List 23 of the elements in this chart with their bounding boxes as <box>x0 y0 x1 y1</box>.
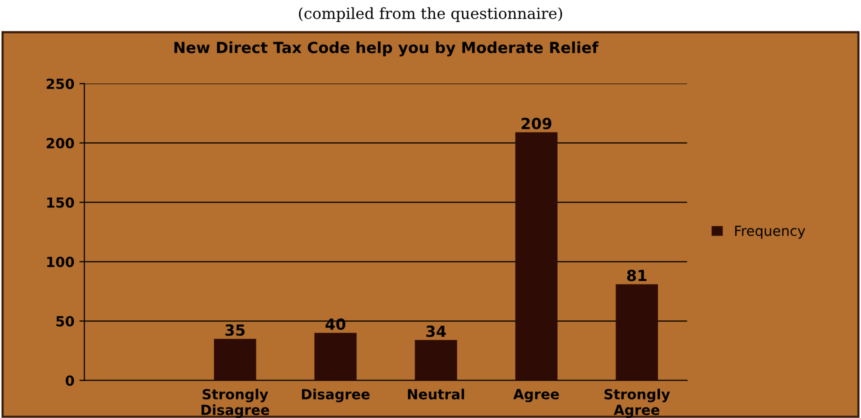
y-tick-label: 0 <box>66 375 74 386</box>
bar <box>414 340 458 380</box>
text: (compiled from the questionnaire) <box>298 7 562 22</box>
data-label: 34 <box>426 326 446 338</box>
x-tick-label: Strongly Disagree <box>202 388 270 418</box>
x-tick-label: Disagree <box>302 388 370 402</box>
x-tick-label: Neutral <box>408 388 464 400</box>
x-tick-label: Strongly Agree <box>604 388 670 418</box>
y-tick-label: 200 <box>46 138 74 148</box>
bar <box>616 284 658 380</box>
data-label: 81 <box>627 270 646 282</box>
x-tick-label: Agree <box>513 389 559 402</box>
y-tick-label: 50 <box>56 316 74 326</box>
bar <box>314 332 357 380</box>
bar <box>214 338 256 380</box>
chart-title: New Direct Tax Code help you by Moderate Relief <box>174 41 599 56</box>
bar <box>515 132 558 380</box>
data-label: 35 <box>225 324 245 336</box>
data-label: 209 <box>522 118 552 130</box>
y-tick-label: 100 <box>47 256 74 268</box>
legend-label: Frequency <box>735 226 806 239</box>
y-tick-label: 150 <box>47 197 74 208</box>
y-tick-label: 250 <box>46 78 74 90</box>
